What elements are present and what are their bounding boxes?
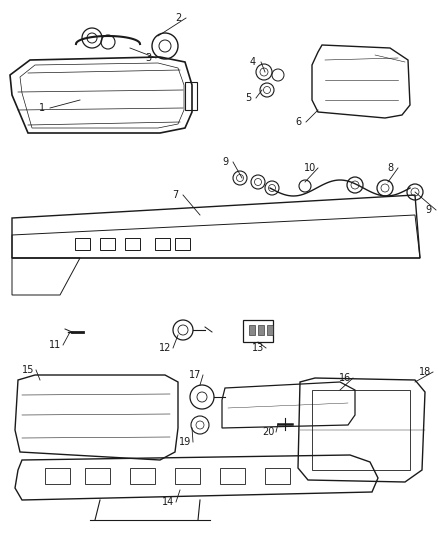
Text: 17: 17: [189, 370, 201, 380]
Bar: [265, 468, 290, 484]
Text: 2: 2: [175, 13, 181, 23]
Bar: [100, 238, 115, 250]
Text: 11: 11: [49, 340, 61, 350]
Bar: [75, 238, 90, 250]
Text: 12: 12: [159, 343, 171, 353]
Bar: [175, 238, 190, 250]
Text: 18: 18: [419, 367, 431, 377]
Bar: [220, 468, 245, 484]
Bar: [185, 82, 197, 110]
Text: 13: 13: [252, 343, 264, 353]
Text: 7: 7: [172, 190, 178, 200]
Text: 6: 6: [295, 117, 301, 127]
Text: 1: 1: [39, 103, 45, 113]
Text: 20: 20: [262, 427, 274, 437]
Text: 15: 15: [22, 365, 34, 375]
Bar: [258, 325, 264, 335]
Bar: [175, 468, 200, 484]
Bar: [85, 468, 110, 484]
Text: 14: 14: [162, 497, 174, 507]
Text: 5: 5: [245, 93, 251, 103]
Bar: [130, 468, 155, 484]
Bar: [312, 390, 410, 470]
Bar: [249, 325, 255, 335]
Bar: [155, 238, 170, 250]
Text: 19: 19: [179, 437, 191, 447]
Text: 8: 8: [387, 163, 393, 173]
Bar: [45, 468, 70, 484]
Text: 16: 16: [339, 373, 351, 383]
Text: 9: 9: [425, 205, 431, 215]
Text: 4: 4: [250, 57, 256, 67]
Text: 9: 9: [222, 157, 228, 167]
Bar: [267, 325, 273, 335]
Bar: [125, 238, 140, 250]
Bar: [243, 320, 273, 342]
Text: 10: 10: [304, 163, 316, 173]
Text: 3: 3: [145, 53, 151, 63]
